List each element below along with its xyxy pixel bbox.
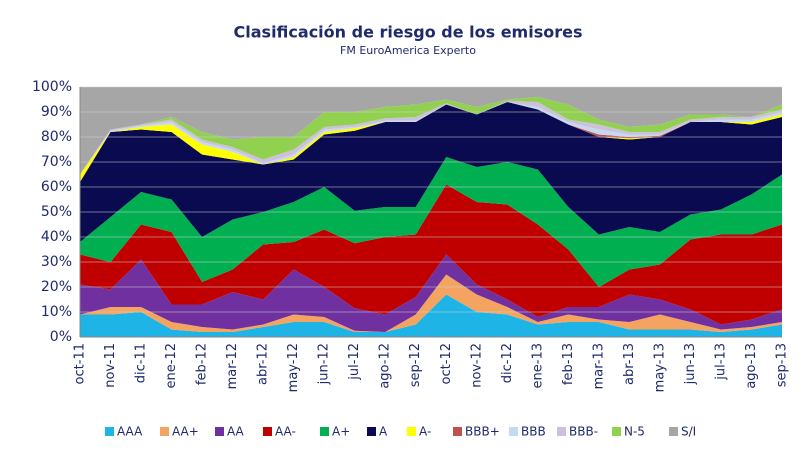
legend-swatch [612, 427, 621, 436]
legend-label: A [379, 425, 388, 439]
legend-swatch [263, 427, 272, 436]
legend-label: AA+ [172, 425, 199, 439]
chart-title: Clasificación de riesgo de los emisores [234, 23, 583, 42]
x-tick-label: dic-12 [500, 343, 515, 383]
x-tick-label: feb-12 [195, 343, 210, 385]
x-tick-label: jul-13 [713, 343, 728, 381]
x-tick-label: jul-12 [347, 343, 362, 381]
x-tick-label: abr-13 [622, 343, 637, 385]
legend-label: A+ [332, 425, 350, 439]
x-tick-label: ene-13 [530, 343, 545, 388]
x-tick-label: jun-13 [683, 343, 698, 385]
legend-label: BBB [521, 425, 546, 439]
x-tick-label: may-12 [286, 343, 301, 392]
y-tick-label: 90% [41, 104, 72, 120]
legend-swatch [669, 427, 678, 436]
x-tick-label: ene-12 [164, 343, 179, 388]
x-tick-label: nov-12 [469, 343, 484, 388]
legend-swatch [453, 427, 462, 436]
legend-label: AAA [117, 425, 143, 439]
area [80, 254, 782, 332]
x-tick-label: may-13 [652, 343, 667, 392]
legend-label: AA- [275, 425, 296, 439]
area [80, 87, 782, 175]
legend-label: S/I [681, 425, 696, 439]
x-tick-label: jun-12 [317, 343, 332, 385]
legend-label: BBB- [569, 425, 598, 439]
y-tick-label: 70% [41, 154, 72, 170]
x-tick-label: nov-11 [103, 343, 118, 388]
legend-swatch [160, 427, 169, 436]
x-tick-label: dic-11 [134, 343, 149, 383]
x-tick-label: ago-12 [378, 343, 393, 389]
x-tick-label: sep-13 [775, 343, 790, 387]
y-tick-label: 40% [41, 229, 72, 245]
legend-swatch [407, 427, 416, 436]
x-tick-label: sep-12 [408, 343, 423, 387]
legend-swatch [105, 427, 114, 436]
area [80, 97, 782, 175]
legend-label: A- [419, 425, 431, 439]
area [80, 274, 782, 332]
area [80, 157, 782, 287]
legend-swatch [320, 427, 329, 436]
x-tick-label: abr-12 [256, 343, 271, 385]
y-tick-label: 0% [50, 329, 72, 345]
y-tick-label: 30% [41, 254, 72, 270]
legend-label: N-5 [624, 425, 645, 439]
legend-swatch [367, 427, 376, 436]
y-tick-label: 10% [41, 304, 72, 320]
x-tick-label: mar-12 [225, 343, 240, 389]
area [80, 102, 782, 242]
legend-label: AA [227, 425, 245, 439]
y-tick-label: 100% [32, 79, 72, 95]
x-tick-label: oct-11 [73, 343, 88, 384]
x-tick-label: oct-12 [439, 343, 454, 384]
area [80, 184, 782, 325]
legend-swatch [215, 427, 224, 436]
x-tick-label: mar-13 [591, 343, 606, 389]
legend-label: BBB+ [465, 425, 500, 439]
chart-subtitle: FM EuroAmerica Experto [340, 44, 476, 57]
y-tick-label: 60% [41, 179, 72, 195]
area [80, 294, 782, 337]
x-tick-label: feb-13 [561, 343, 576, 385]
y-tick-label: 20% [41, 279, 72, 295]
y-tick-label: 50% [41, 204, 72, 220]
y-tick-label: 80% [41, 129, 72, 145]
x-tick-label: ago-13 [744, 343, 759, 389]
legend-swatch [509, 427, 518, 436]
legend-swatch [557, 427, 566, 436]
